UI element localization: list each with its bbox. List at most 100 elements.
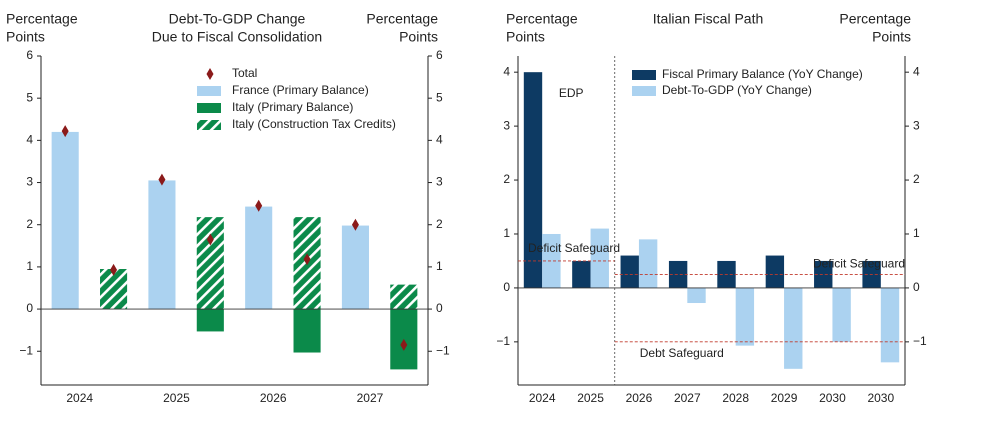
y-tick-label: 4	[26, 133, 33, 147]
legend-swatch	[632, 86, 656, 96]
legend-label: France (Primary Balance)	[232, 83, 369, 97]
y-tick-label: −1	[496, 334, 510, 348]
chart-title: Debt-To-GDP Change	[169, 11, 306, 27]
chart: Italian Fiscal Path Percentage Points Perce…	[496, 11, 927, 405]
bar	[668, 260, 688, 288]
legend-label: Total	[232, 66, 257, 80]
legend-label: Fiscal Primary Balance (YoY Change)	[662, 67, 863, 81]
reference-label: Debt Safeguard	[640, 346, 724, 360]
bar	[51, 131, 79, 310]
y2-tick-label: 2	[436, 217, 443, 231]
y2-tick-label: 4	[436, 133, 443, 147]
y-tick-label: 6	[26, 48, 33, 62]
y-axis-label: Points	[506, 29, 545, 45]
chart-title: Italian Fiscal Path	[653, 11, 764, 27]
legend-label: Italy (Primary Balance)	[232, 100, 353, 114]
bar	[148, 180, 176, 310]
y2-tick-label: 3	[436, 175, 443, 189]
chart-title: Due to Fiscal Consolidation	[152, 29, 322, 45]
y2-axis-label: Percentage	[366, 11, 438, 27]
y-tick-label: 2	[503, 172, 510, 186]
legend-swatch	[197, 120, 221, 130]
total-marker	[158, 173, 166, 186]
bar	[542, 233, 561, 288]
x-tick-label: 2026	[626, 391, 653, 405]
y-axis-label: Points	[6, 29, 45, 45]
y2-tick-label: 0	[913, 280, 920, 294]
y2-axis-label: Percentage	[839, 11, 911, 27]
y-tick-label: 4	[503, 64, 510, 78]
legend-swatch	[632, 70, 656, 80]
legend-label: Debt-To-GDP (YoY Change)	[662, 83, 812, 97]
x-tick-label: 2027	[674, 391, 701, 405]
legend-marker	[206, 68, 214, 80]
x-tick-label: 2024	[66, 391, 93, 405]
bar	[590, 228, 609, 288]
bar	[196, 309, 224, 332]
y-tick-label: 1	[503, 226, 510, 240]
x-tick-label: 2028	[722, 391, 749, 405]
y2-axis-label: Points	[872, 29, 911, 45]
total-marker	[61, 125, 69, 138]
annotation: EDP	[559, 86, 584, 100]
bar	[196, 217, 224, 310]
y-tick-label: 2	[26, 217, 33, 231]
bar	[572, 260, 591, 288]
total-marker	[206, 233, 214, 246]
bar	[735, 287, 755, 346]
total-marker	[351, 218, 359, 231]
bar	[390, 284, 418, 310]
x-tick-label: 2030	[819, 391, 846, 405]
legend-swatch	[197, 103, 221, 113]
bar	[293, 309, 321, 353]
bar	[341, 225, 369, 310]
x-tick-label: 2030	[867, 391, 894, 405]
y2-tick-label: 6	[436, 48, 443, 62]
bar	[880, 287, 900, 363]
y-tick-label: −1	[19, 343, 33, 357]
bar	[784, 287, 803, 369]
y-tick-label: 5	[26, 90, 33, 104]
bar	[765, 255, 785, 288]
y2-tick-label: 1	[913, 226, 920, 240]
y2-tick-label: 3	[913, 118, 920, 132]
y2-tick-label: 5	[436, 90, 443, 104]
reference-label: Deficit Safeguard	[813, 257, 905, 271]
total-marker	[400, 338, 408, 351]
bar	[832, 287, 851, 342]
total-marker	[303, 253, 311, 266]
y-tick-label: 1	[26, 259, 33, 273]
y2-tick-label: −1	[436, 343, 450, 357]
x-tick-label: 2026	[260, 391, 287, 405]
y2-tick-label: 2	[913, 172, 920, 186]
total-marker	[110, 263, 118, 276]
x-tick-label: 2029	[771, 391, 798, 405]
total-marker	[255, 199, 263, 212]
y2-tick-label: 0	[436, 301, 443, 315]
bar	[814, 260, 833, 288]
y2-tick-label: 4	[913, 64, 920, 78]
x-tick-label: 2024	[529, 391, 556, 405]
bar	[620, 255, 639, 288]
chart: Debt-To-GDP Change Due to Fiscal Consolid…	[6, 11, 450, 405]
bar	[523, 72, 543, 288]
bar	[245, 206, 273, 310]
x-tick-label: 2025	[163, 391, 190, 405]
bar	[638, 239, 658, 288]
y2-axis-label: Points	[399, 29, 438, 45]
y-tick-label: 0	[503, 280, 510, 294]
x-tick-label: 2027	[357, 391, 384, 405]
legend-swatch	[197, 86, 221, 96]
y-tick-label: 3	[26, 175, 33, 189]
y2-tick-label: 1	[436, 259, 443, 273]
legend-label: Italy (Construction Tax Credits)	[232, 117, 396, 131]
bar	[687, 287, 706, 304]
y-tick-label: 0	[26, 301, 33, 315]
y-axis-label: Percentage	[6, 11, 78, 27]
y2-tick-label: −1	[913, 334, 927, 348]
y-tick-label: 3	[503, 118, 510, 132]
y-axis-label: Percentage	[506, 11, 578, 27]
reference-label: Deficit Safeguard	[528, 241, 620, 255]
x-tick-label: 2025	[577, 391, 604, 405]
